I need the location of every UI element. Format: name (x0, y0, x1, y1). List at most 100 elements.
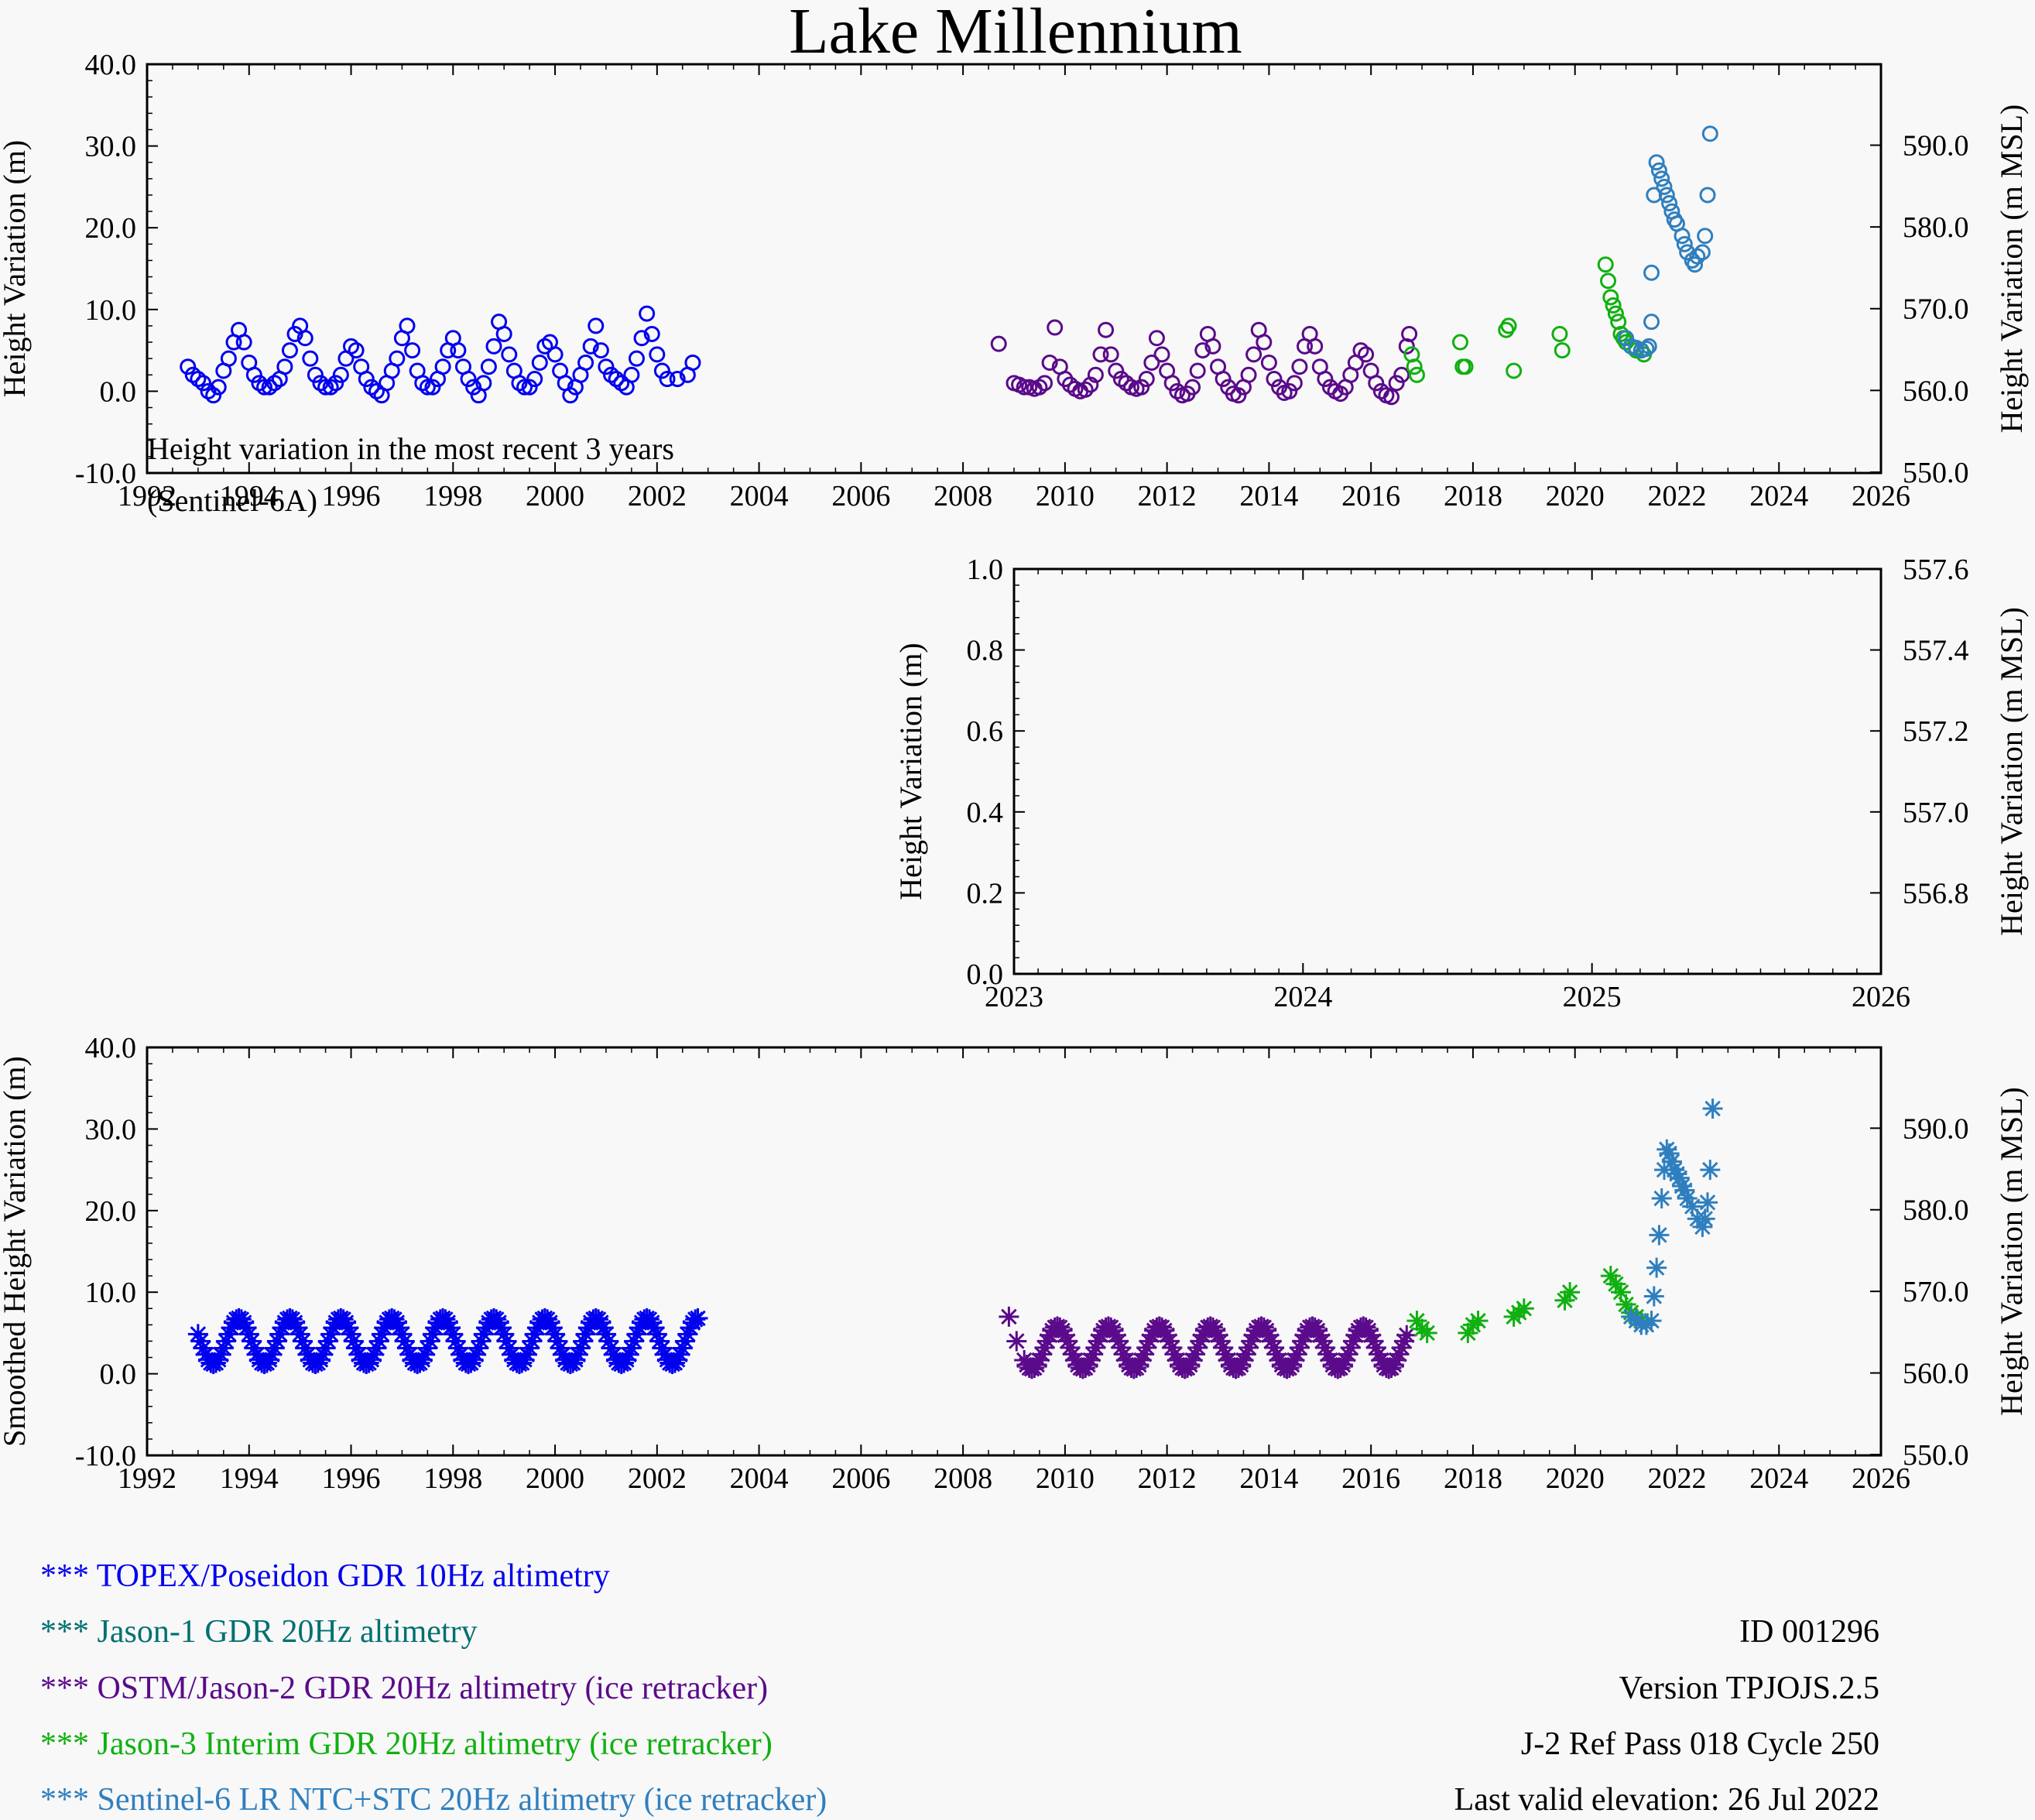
asterisk-stroke (1663, 1153, 1680, 1170)
data-point (687, 1308, 708, 1328)
data-point (1194, 342, 1211, 359)
asterisk-stroke (1365, 1333, 1382, 1349)
data-point (1638, 340, 1655, 357)
asterisk-stroke (192, 1333, 209, 1349)
data-point (669, 371, 686, 388)
asterisk-stroke (1269, 1346, 1285, 1362)
x-tick-label: 1998 (423, 1462, 482, 1495)
x-tick-label: 2022 (1647, 1462, 1706, 1495)
data-point (643, 325, 660, 342)
asterisk-stroke (1167, 1346, 1183, 1362)
y2-tick-label: 580.0 (1903, 1194, 1969, 1227)
data-point (545, 1324, 566, 1345)
data-point (1133, 379, 1150, 396)
asterisk-stroke (1161, 1333, 1178, 1349)
data-point (1500, 317, 1517, 334)
data-point (235, 334, 252, 351)
x-tick-label: 2016 (1341, 1462, 1400, 1495)
data-point (1551, 325, 1568, 342)
asterisk-stroke (1684, 1198, 1701, 1215)
asterisk-stroke (1163, 1339, 1180, 1356)
asterisk-stroke (1062, 1339, 1078, 1356)
data-point (1694, 244, 1711, 261)
asterisk-stroke (292, 1326, 308, 1342)
data-point (495, 325, 512, 342)
asterisk-stroke (1210, 1327, 1226, 1344)
x-tick-label: 2006 (831, 480, 890, 512)
data-point (1641, 1311, 1662, 1332)
data-point (653, 362, 670, 379)
data-point (1699, 187, 1716, 204)
y2-tick-label: 590.0 (1903, 1112, 1969, 1145)
asterisk-stroke (1648, 1260, 1665, 1276)
data-point (526, 371, 543, 388)
asterisk-stroke (294, 1333, 311, 1349)
data-point (1230, 387, 1247, 404)
x-tick-label: 2022 (1647, 480, 1706, 512)
asterisk-stroke (195, 1340, 211, 1356)
asterisk-stroke (1115, 1346, 1132, 1362)
y-tick-label: 0.6 (967, 715, 1004, 748)
x-tick-label: 2000 (526, 1462, 584, 1495)
plot-frame (146, 63, 1883, 475)
data-point (1408, 366, 1425, 383)
x-tick-label: 2012 (1138, 1462, 1197, 1495)
data-point (1406, 1311, 1427, 1332)
asterisk-stroke (1677, 1182, 1693, 1198)
asterisk-stroke (1608, 1276, 1624, 1292)
data-point (1602, 289, 1619, 306)
asterisk-stroke (1362, 1327, 1379, 1344)
y-axis-title: Smoothed Height Variation (m) (0, 1056, 32, 1447)
data-point (1184, 379, 1201, 396)
asterisk-stroke (544, 1319, 561, 1336)
y2-axis-title: Height Variation (m MSL) (1994, 105, 2029, 434)
asterisk-stroke (1110, 1333, 1127, 1349)
asterisk-stroke (495, 1326, 512, 1342)
data-point (639, 305, 656, 322)
data-point (348, 342, 365, 359)
data-point (450, 342, 467, 359)
asterisk-stroke (646, 1319, 663, 1336)
recent-height-panel: 2023 2024 2025 2026 0.0 0.2 0.4 0.6 0.8 1.0 556.8 5… (893, 554, 2029, 1013)
data-point (1700, 1160, 1721, 1181)
data-point (496, 1331, 517, 1352)
data-point (296, 330, 313, 347)
x-tick-label: 2020 (1546, 1462, 1605, 1495)
data-point (1646, 1257, 1667, 1278)
data-point (577, 354, 594, 371)
data-point (424, 379, 441, 396)
data-point (1513, 1298, 1534, 1319)
asterisk-stroke (690, 1310, 706, 1327)
asterisk-stroke (550, 1333, 566, 1349)
asterisk-stroke (552, 1340, 568, 1356)
data-point (1649, 1225, 1670, 1246)
data-point (592, 342, 609, 359)
data-point (1605, 1273, 1626, 1294)
data-point (1396, 1325, 1417, 1345)
data-point (1041, 354, 1058, 371)
y2-tick-label: 557.4 (1903, 635, 1969, 667)
data-point (256, 379, 273, 396)
asterisk-stroke (1001, 1308, 1017, 1325)
asterisk-stroke (1314, 1333, 1331, 1349)
y2-tick-label: 557.6 (1903, 554, 1969, 586)
data-point (1365, 1337, 1386, 1358)
asterisk-stroke (1612, 1284, 1629, 1301)
y-tick-label: 0.8 (967, 635, 1004, 667)
asterisk-stroke (493, 1319, 510, 1336)
asterisk-stroke (1218, 1346, 1234, 1362)
x-tick-label: 2004 (730, 1462, 789, 1495)
asterisk-stroke (595, 1319, 612, 1336)
data-point (1406, 358, 1423, 375)
asterisk-stroke (1261, 1327, 1277, 1344)
data-point (220, 350, 237, 367)
x-tick-label: 2024 (1273, 981, 1332, 1013)
data-point (1697, 228, 1714, 245)
data-point (1204, 338, 1221, 355)
data-point (434, 358, 451, 375)
y2-tick-label: 570.0 (1903, 1276, 1969, 1308)
data-point (990, 335, 1007, 352)
data-point (588, 317, 605, 334)
asterisk-stroke (1317, 1339, 1334, 1356)
data-point (659, 371, 676, 388)
